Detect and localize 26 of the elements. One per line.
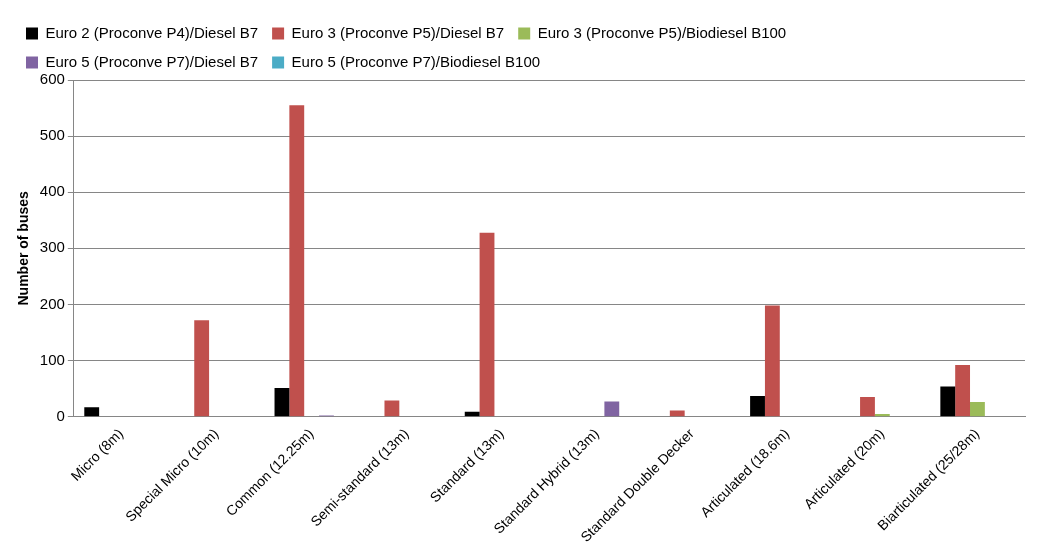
bar — [860, 397, 875, 417]
bar — [970, 402, 985, 417]
legend-label: Euro 5 (Proconve P7)/Biodiesel B100 — [291, 52, 541, 70]
y-tick-label: 200 — [39, 294, 65, 312]
legend-label: Euro 2 (Proconve P4)/Diesel B7 — [45, 23, 259, 41]
y-tick-label: 0 — [56, 406, 65, 424]
y-tick-label: 600 — [39, 70, 65, 88]
y-tick-label: 100 — [39, 350, 65, 368]
bar — [750, 395, 765, 417]
y-tick-label: 500 — [39, 126, 65, 144]
legend-label: Euro 5 (Proconve P7)/Diesel B7 — [45, 52, 259, 70]
bar — [604, 401, 620, 417]
bar — [274, 388, 290, 417]
bar — [955, 365, 971, 417]
y-tick-label: 400 — [39, 182, 65, 200]
bar — [84, 407, 100, 417]
y-axis-title: Number of buses — [15, 190, 32, 306]
bar — [289, 105, 305, 417]
bar — [384, 400, 400, 417]
bar — [940, 386, 956, 417]
legend-label: Euro 3 (Proconve P5)/Biodiesel B100 — [537, 23, 787, 41]
legend-label: Euro 3 (Proconve P5)/Diesel B7 — [291, 23, 505, 41]
bar — [479, 232, 495, 417]
bar — [194, 320, 210, 417]
y-tick-label: 300 — [39, 238, 65, 256]
bar — [764, 305, 780, 417]
